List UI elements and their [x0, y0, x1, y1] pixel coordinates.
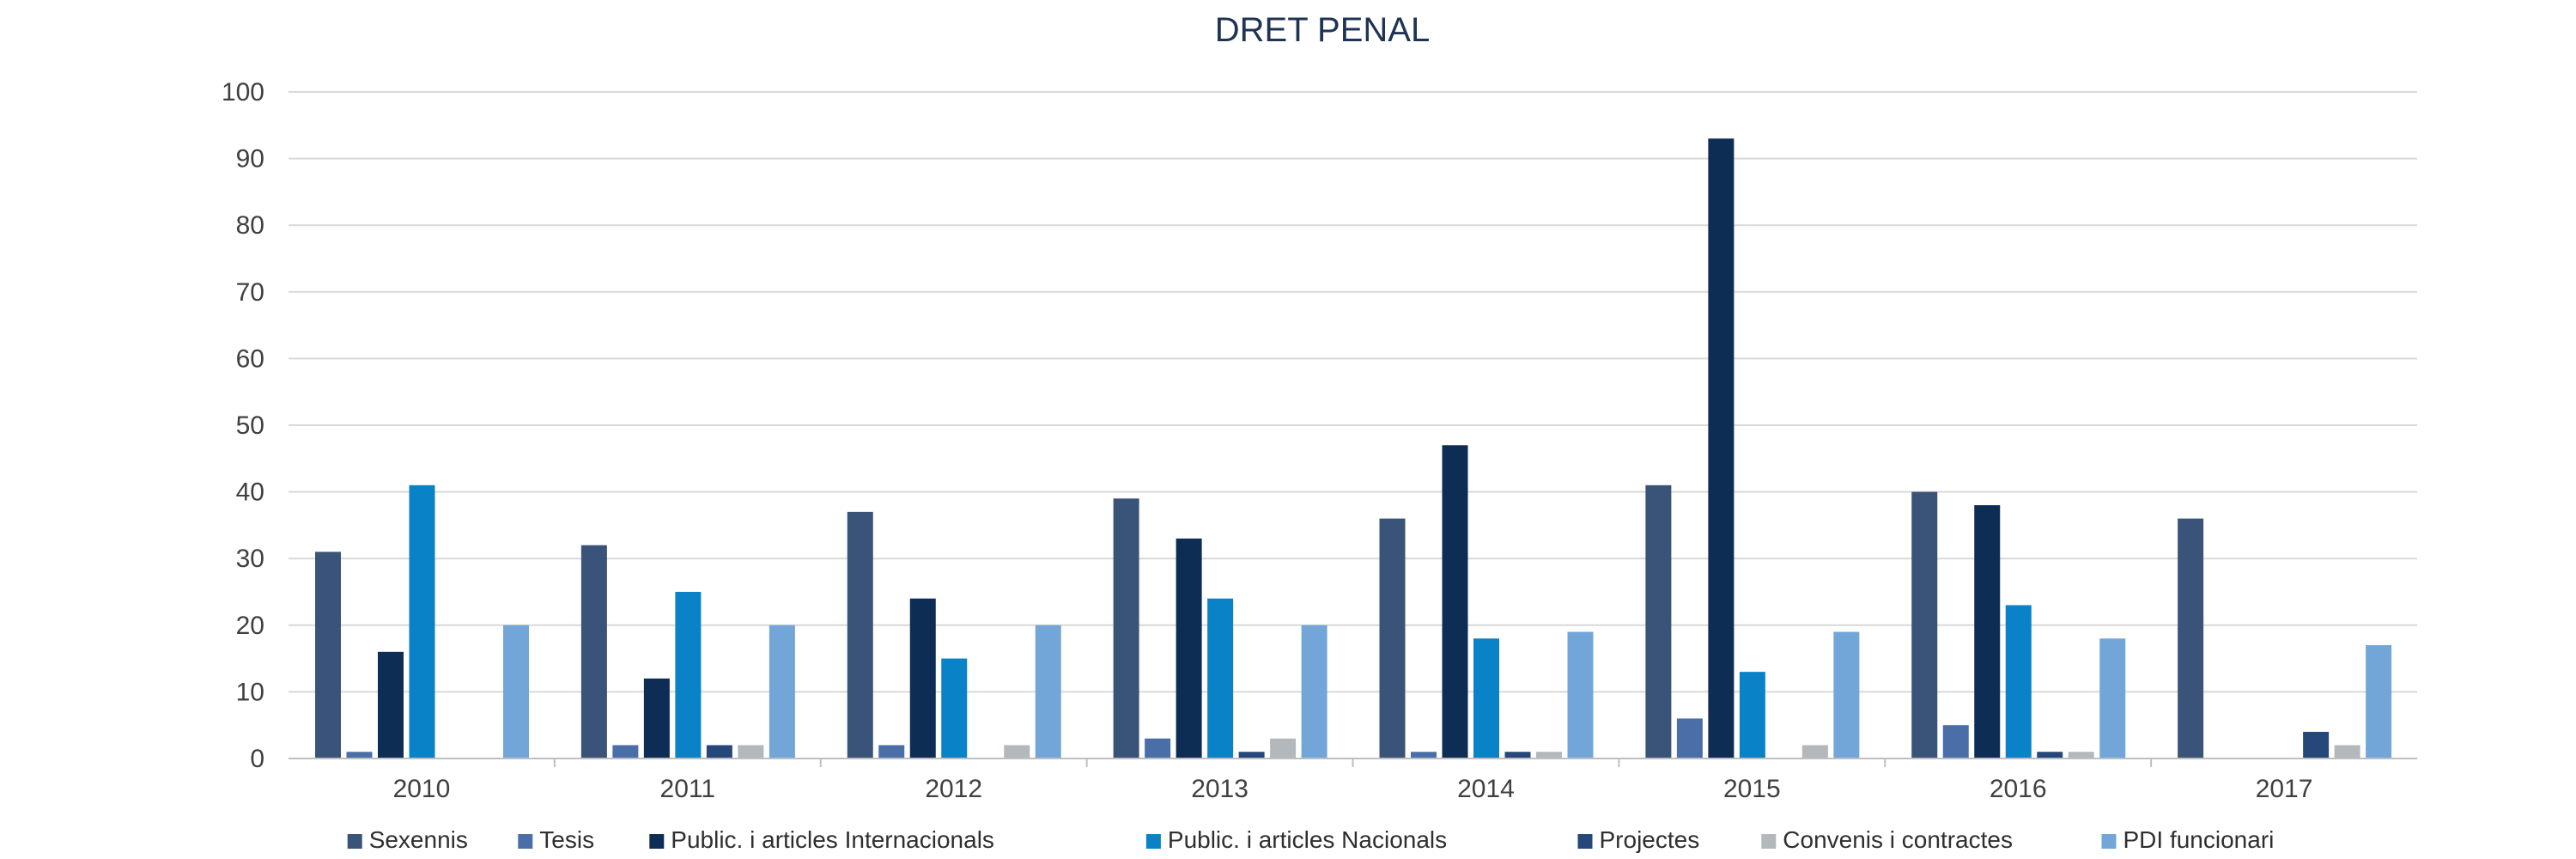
- bar: [1145, 738, 1171, 758]
- y-tick-label: 30: [236, 545, 264, 573]
- x-tick-label: 2014: [1457, 775, 1515, 803]
- bar: [1801, 745, 1828, 758]
- bar: [580, 545, 607, 758]
- y-tick-label: 60: [236, 344, 264, 373]
- bar: [706, 745, 732, 758]
- bar: [769, 624, 795, 758]
- bar: [2303, 731, 2330, 758]
- legend-label: Sexennis: [369, 826, 468, 853]
- bar: [878, 745, 905, 758]
- bar: [2068, 752, 2094, 758]
- bar: [847, 511, 873, 758]
- x-tick-label: 2015: [1723, 775, 1781, 803]
- bars: [315, 138, 2392, 758]
- x-tick-label: 2012: [925, 775, 982, 803]
- legend-label: Projectes: [1600, 826, 1700, 853]
- bar: [2366, 645, 2392, 758]
- x-tick-label: 2016: [1990, 775, 2047, 803]
- legend-label: Public. i articles Internacionals: [671, 826, 994, 853]
- x-axis: 2010 2011 2012 2013 2014 2015 2016 2017: [289, 758, 2417, 803]
- bar: [1833, 631, 1860, 758]
- y-axis: 0 10 20 30 40 50 60 70 80 90 100: [222, 78, 264, 773]
- chart-title: DRET PENAL: [1215, 11, 1430, 49]
- bar: [675, 592, 702, 758]
- y-tick-label: 100: [222, 78, 264, 107]
- y-tick-label: 50: [236, 411, 264, 440]
- bar: [643, 678, 670, 758]
- bar: [346, 752, 373, 758]
- bar: [378, 651, 404, 758]
- bar: [1708, 138, 1735, 758]
- bar: [503, 624, 529, 758]
- legend-swatch: [1761, 834, 1777, 849]
- legend-swatch: [2101, 834, 2117, 849]
- bar: [909, 598, 936, 758]
- legend-swatch: [347, 834, 362, 849]
- bar: [1911, 491, 1938, 758]
- y-tick-label: 80: [236, 211, 264, 240]
- x-tick-label: 2010: [393, 775, 451, 803]
- legend: Sexennis Tesis Public. i articles Internac…: [347, 826, 2275, 853]
- bar: [612, 745, 639, 758]
- y-tick-label: 90: [236, 145, 264, 174]
- bar: [1676, 718, 1703, 758]
- y-tick-label: 70: [236, 278, 264, 307]
- bar: [2037, 752, 2063, 758]
- y-tick-label: 40: [236, 478, 264, 507]
- bar: [1942, 725, 1969, 758]
- bar: [1035, 624, 1061, 758]
- legend-swatch: [1577, 834, 1593, 849]
- bar: [1207, 598, 1234, 758]
- bar: [1974, 505, 2001, 758]
- bar: [1113, 498, 1139, 758]
- y-tick-label: 10: [236, 678, 264, 706]
- bar: [1473, 638, 1499, 758]
- bar: [1442, 445, 1468, 758]
- y-tick-label: 20: [236, 612, 264, 640]
- bar: [1536, 752, 1562, 758]
- bar: [315, 551, 341, 758]
- legend-label: Convenis i contractes: [1783, 826, 2013, 853]
- bar: [1301, 624, 1327, 758]
- legend-label: Public. i articles Nacionals: [1168, 826, 1447, 853]
- gridlines: [289, 91, 2417, 759]
- legend-swatch: [518, 834, 533, 849]
- legend-label: PDI funcionari: [2123, 826, 2275, 853]
- legend-swatch: [649, 834, 665, 849]
- bar: [1238, 752, 1265, 758]
- y-tick-label: 0: [250, 745, 264, 773]
- legend-label: Tesis: [539, 826, 594, 853]
- bar: [941, 658, 968, 758]
- bar: [409, 484, 435, 758]
- bar: [2178, 518, 2204, 758]
- bar: [738, 745, 764, 758]
- bar: [1567, 631, 1594, 758]
- bar: [1411, 752, 1437, 758]
- legend-swatch: [1145, 834, 1161, 849]
- bar: [1739, 672, 1765, 758]
- x-tick-label: 2011: [660, 775, 716, 803]
- bar: [1645, 484, 1672, 758]
- bar: [1379, 518, 1406, 758]
- bar: [1270, 738, 1297, 758]
- bar: [1504, 752, 1531, 758]
- x-tick-label: 2017: [2256, 775, 2313, 803]
- x-tick-label: 2013: [1191, 775, 1249, 803]
- bar: [2099, 638, 2126, 758]
- bar: [1004, 745, 1030, 758]
- bar: [1176, 538, 1202, 758]
- bar: [2334, 745, 2360, 758]
- bar: [2005, 605, 2032, 758]
